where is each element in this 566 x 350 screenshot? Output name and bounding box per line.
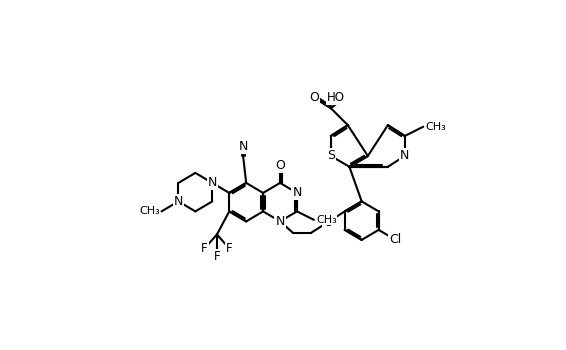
Text: F: F [226,242,233,255]
Text: N: N [208,176,217,189]
Text: O: O [275,160,285,173]
Text: F: F [201,242,208,255]
Text: CH₃: CH₃ [316,215,337,225]
Text: O: O [323,216,333,229]
Text: N: N [174,195,183,208]
Text: CH₃: CH₃ [426,122,447,132]
Text: N: N [276,215,285,228]
Text: O: O [309,91,319,104]
Text: HO: HO [327,91,345,104]
Text: N: N [400,149,409,162]
Text: S: S [327,149,335,162]
Text: Cl: Cl [389,233,402,246]
Text: F: F [213,250,220,262]
Text: CH₃: CH₃ [139,206,160,216]
Text: N: N [292,187,302,199]
Text: N: N [238,140,248,153]
